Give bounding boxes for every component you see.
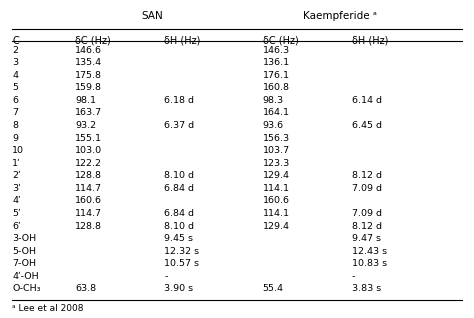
Text: 103.7: 103.7 (263, 146, 290, 155)
Text: 12.43 s: 12.43 s (352, 247, 387, 256)
Text: 5-OH: 5-OH (12, 247, 36, 256)
Text: 3ʹ: 3ʹ (12, 184, 21, 193)
Text: 136.1: 136.1 (263, 58, 290, 67)
Text: 4: 4 (12, 71, 18, 80)
Text: 3.90 s: 3.90 s (164, 284, 193, 294)
Text: 12.32 s: 12.32 s (164, 247, 200, 256)
Text: 6.45 d: 6.45 d (352, 121, 382, 130)
Text: 6: 6 (12, 96, 18, 105)
Text: 10: 10 (12, 146, 24, 155)
Text: 160.6: 160.6 (263, 197, 290, 205)
Text: Kaempferide ᵃ: Kaempferide ᵃ (303, 10, 377, 21)
Text: δC (Hz): δC (Hz) (75, 36, 111, 46)
Text: SAN: SAN (142, 10, 164, 21)
Text: 9: 9 (12, 134, 18, 142)
Text: 7.09 d: 7.09 d (352, 184, 382, 193)
Text: 7.09 d: 7.09 d (352, 209, 382, 218)
Text: 160.6: 160.6 (75, 197, 102, 205)
Text: δC (Hz): δC (Hz) (263, 36, 299, 46)
Text: 4ʹ-OH: 4ʹ-OH (12, 272, 39, 281)
Text: 6.84 d: 6.84 d (164, 184, 194, 193)
Text: 128.8: 128.8 (75, 222, 102, 231)
Text: 176.1: 176.1 (263, 71, 290, 80)
Text: 2ʹ: 2ʹ (12, 171, 21, 180)
Text: 7: 7 (12, 108, 18, 117)
Text: 3: 3 (12, 58, 18, 67)
Text: 55.4: 55.4 (263, 284, 284, 294)
Text: 8: 8 (12, 121, 18, 130)
Text: 8.10 d: 8.10 d (164, 222, 194, 231)
Text: -: - (352, 272, 355, 281)
Text: δH (Hz): δH (Hz) (352, 36, 388, 46)
Text: 114.7: 114.7 (75, 209, 102, 218)
Text: 9.47 s: 9.47 s (352, 234, 381, 243)
Text: 114.1: 114.1 (263, 209, 290, 218)
Text: 164.1: 164.1 (263, 108, 290, 117)
Text: δH (Hz): δH (Hz) (164, 36, 201, 46)
Text: 159.8: 159.8 (75, 83, 102, 92)
Text: 63.8: 63.8 (75, 284, 97, 294)
Text: 175.8: 175.8 (75, 71, 102, 80)
Text: 114.7: 114.7 (75, 184, 102, 193)
Text: 8.10 d: 8.10 d (164, 171, 194, 180)
Text: 163.7: 163.7 (75, 108, 102, 117)
Text: 129.4: 129.4 (263, 171, 290, 180)
Text: 3.83 s: 3.83 s (352, 284, 381, 294)
Text: 6.14 d: 6.14 d (352, 96, 382, 105)
Text: 6.18 d: 6.18 d (164, 96, 194, 105)
Text: 6.84 d: 6.84 d (164, 209, 194, 218)
Text: 146.3: 146.3 (263, 45, 290, 55)
Text: 122.2: 122.2 (75, 159, 102, 168)
Text: 155.1: 155.1 (75, 134, 102, 142)
Text: 146.6: 146.6 (75, 45, 102, 55)
Text: -: - (164, 272, 168, 281)
Text: C: C (12, 36, 19, 46)
Text: 6.37 d: 6.37 d (164, 121, 194, 130)
Text: 5: 5 (12, 83, 18, 92)
Text: 129.4: 129.4 (263, 222, 290, 231)
Text: 8.12 d: 8.12 d (352, 171, 382, 180)
Text: 114.1: 114.1 (263, 184, 290, 193)
Text: 5ʹ: 5ʹ (12, 209, 21, 218)
Text: 135.4: 135.4 (75, 58, 102, 67)
Text: 10.57 s: 10.57 s (164, 259, 200, 268)
Text: 93.2: 93.2 (75, 121, 97, 130)
Text: 93.6: 93.6 (263, 121, 284, 130)
Text: 7-OH: 7-OH (12, 259, 36, 268)
Text: ᵃ Lee et al 2008: ᵃ Lee et al 2008 (12, 304, 83, 314)
Text: 98.1: 98.1 (75, 96, 96, 105)
Text: 123.3: 123.3 (263, 159, 290, 168)
Text: 2: 2 (12, 45, 18, 55)
Text: 98.3: 98.3 (263, 96, 284, 105)
Text: 1ʹ: 1ʹ (12, 159, 21, 168)
Text: 160.8: 160.8 (263, 83, 290, 92)
Text: 8.12 d: 8.12 d (352, 222, 382, 231)
Text: 156.3: 156.3 (263, 134, 290, 142)
Text: 4ʹ: 4ʹ (12, 197, 21, 205)
Text: O-CH₃: O-CH₃ (12, 284, 41, 294)
Text: 10.83 s: 10.83 s (352, 259, 387, 268)
Text: 6ʹ: 6ʹ (12, 222, 21, 231)
Text: 3-OH: 3-OH (12, 234, 36, 243)
Text: 128.8: 128.8 (75, 171, 102, 180)
Text: 9.45 s: 9.45 s (164, 234, 193, 243)
Text: 103.0: 103.0 (75, 146, 102, 155)
